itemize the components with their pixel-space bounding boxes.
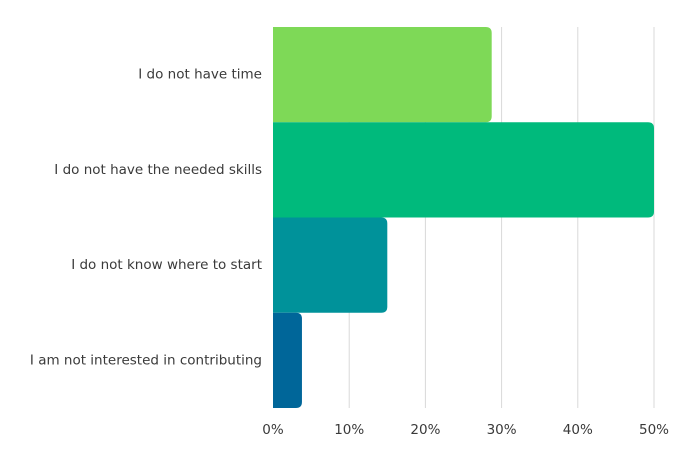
category-label-3: I am not interested in contributing [30, 352, 262, 368]
bar-1 [273, 122, 654, 218]
bar-2 [273, 217, 388, 313]
category-label-0: I do not have time [138, 67, 262, 83]
category-label-1: I do not have the needed skills [54, 162, 262, 178]
x-tick-label-2: 20% [410, 422, 440, 438]
x-axis-tick-labels: 0% 10% 20% 30% 40% 50% [262, 422, 669, 438]
x-tick-label-1: 10% [334, 422, 364, 438]
bar-0 [273, 27, 492, 123]
bars [273, 27, 654, 408]
category-labels: I do not have time I do not have the need… [30, 67, 262, 369]
bar-3 [273, 312, 302, 408]
category-label-2: I do not know where to start [71, 257, 262, 273]
x-tick-label-4: 40% [563, 422, 593, 438]
x-tick-label-3: 30% [487, 422, 517, 438]
x-tick-label-0: 0% [262, 422, 284, 438]
x-tick-label-5: 50% [639, 422, 669, 438]
